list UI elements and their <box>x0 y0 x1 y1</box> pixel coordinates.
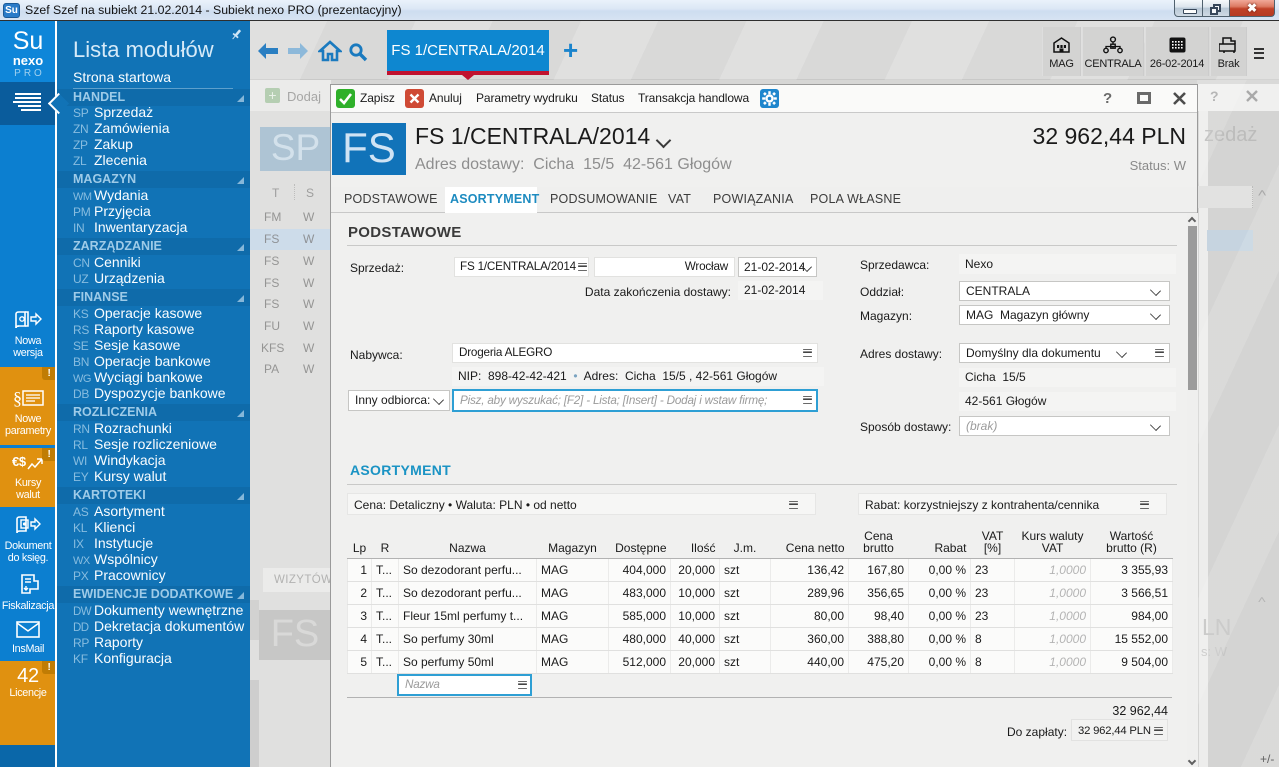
svg-text:§: § <box>13 388 22 408</box>
svg-text:€$: €$ <box>12 454 27 469</box>
